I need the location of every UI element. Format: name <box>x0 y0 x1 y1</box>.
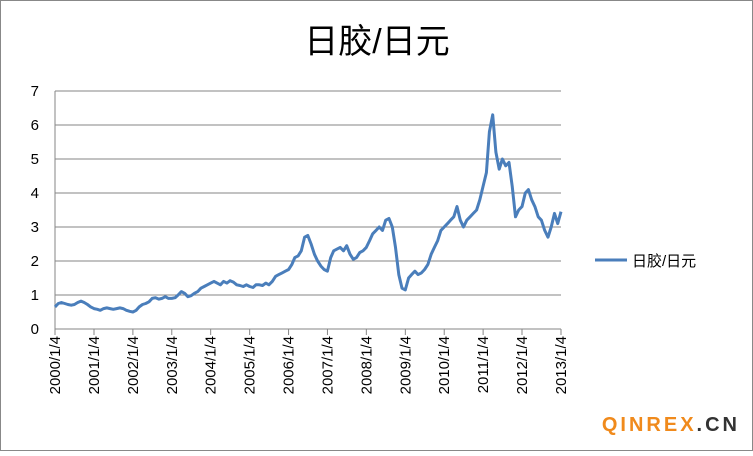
x-tick-label: 2012/1/4 <box>514 336 531 394</box>
x-tick-label: 2001/1/4 <box>86 336 103 394</box>
y-tick-label: 0 <box>31 321 39 338</box>
x-tick-label: 2005/1/4 <box>242 336 259 394</box>
x-tick-label: 2009/1/4 <box>397 336 414 394</box>
x-tick-label: 2000/1/4 <box>47 336 64 394</box>
legend-label: 日胶/日元 <box>632 253 696 270</box>
watermark-part: QINREX <box>602 414 697 436</box>
y-tick-label: 6 <box>31 117 39 134</box>
y-tick-label: 1 <box>31 287 39 304</box>
chart-title: 日胶/日元 <box>304 23 449 61</box>
x-tick-label: 2002/1/4 <box>125 336 142 394</box>
y-tick-label: 7 <box>31 83 39 100</box>
x-tick-label: 2004/1/4 <box>203 336 220 394</box>
x-tick-label: 2006/1/4 <box>281 336 298 394</box>
x-tick-label: 2011/1/4 <box>475 336 492 393</box>
y-tick-label: 2 <box>31 253 39 270</box>
x-tick-label: 2010/1/4 <box>436 336 453 394</box>
data-line <box>53 113 563 314</box>
x-tick-label: 2007/1/4 <box>319 336 336 394</box>
y-tick-label: 4 <box>31 185 39 202</box>
x-tick-label: 2013/1/4 <box>553 336 570 394</box>
x-tick-label: 2003/1/4 <box>164 336 181 394</box>
y-tick-label: 3 <box>31 219 39 236</box>
x-tick-label: 2008/1/4 <box>358 336 375 394</box>
watermark-part: .CN <box>697 414 740 436</box>
watermark: QINREX.CN <box>602 414 740 436</box>
y-tick-label: 5 <box>31 151 39 168</box>
